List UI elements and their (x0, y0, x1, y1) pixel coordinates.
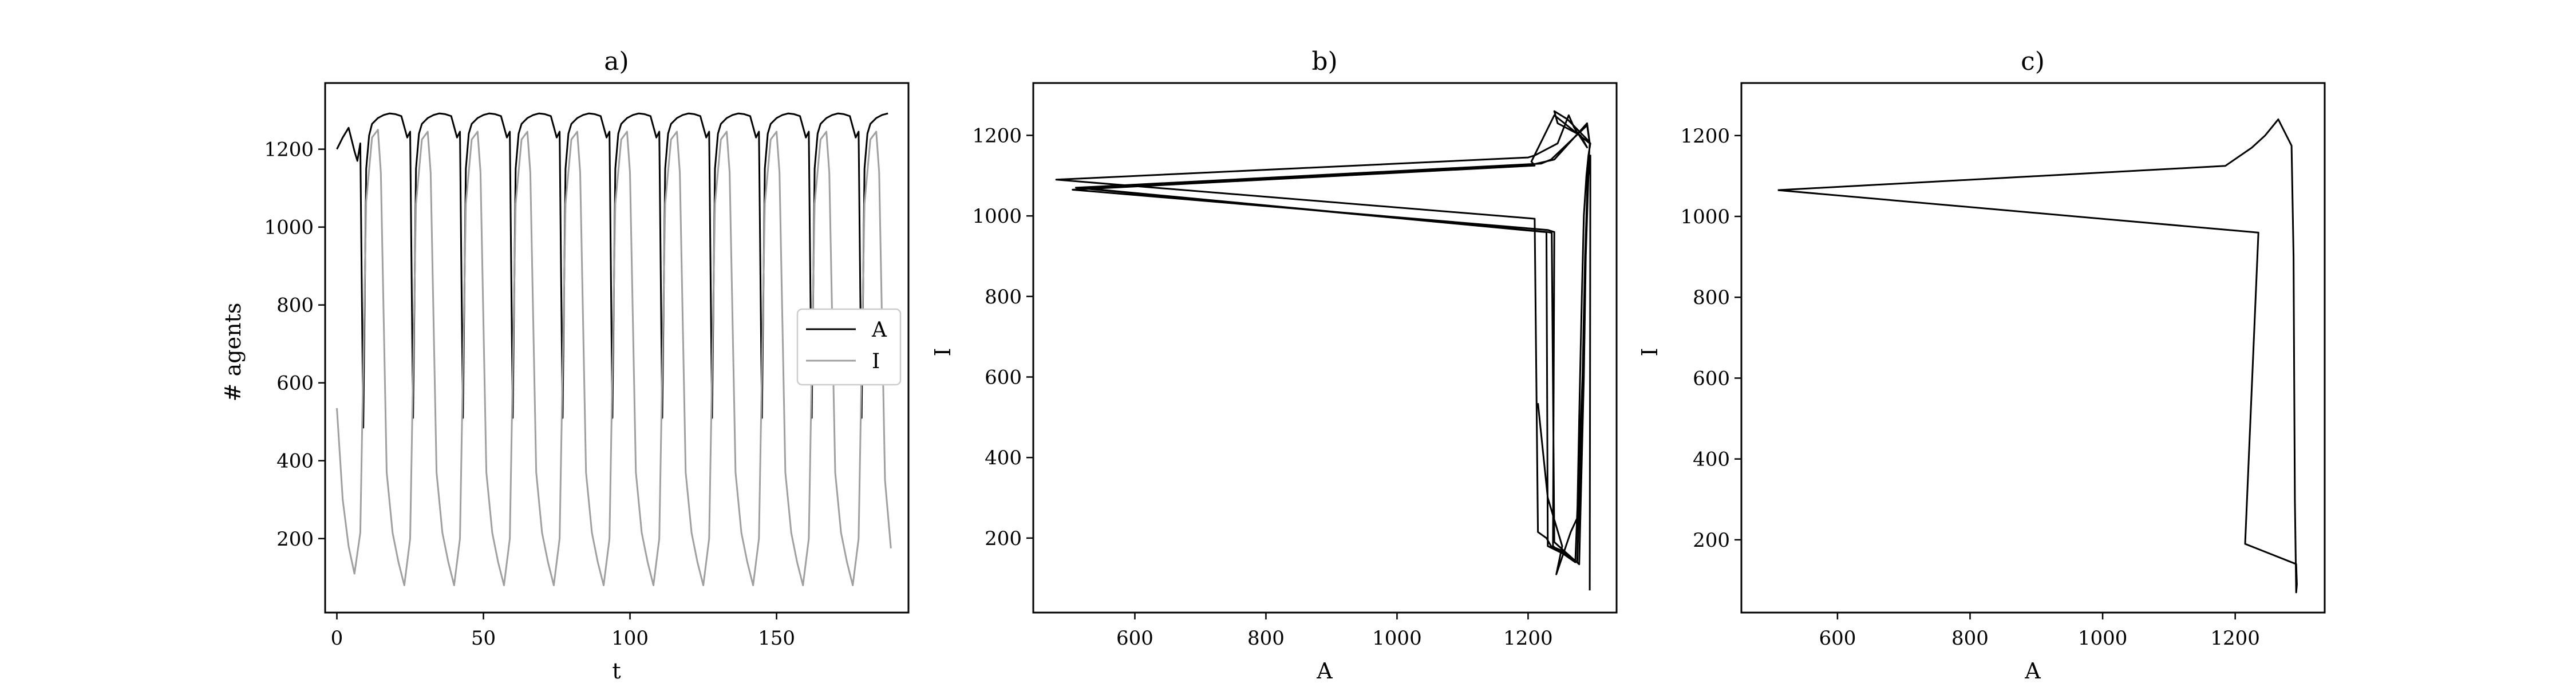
panel-a-xlabel: t (612, 658, 621, 684)
x-tick-label: 1200 (1503, 627, 1553, 650)
y-tick-label: 1200 (264, 139, 314, 161)
panel-c-title: c) (2021, 47, 2045, 76)
y-tick-label: 1200 (972, 124, 1022, 147)
panel-b-series-1-line (1055, 110, 1591, 591)
legend-label-i: I (872, 350, 880, 373)
y-tick-label: 200 (1693, 529, 1730, 552)
legend-box (796, 308, 902, 386)
panel-a-title: a) (604, 47, 629, 76)
panel-a-frame (324, 82, 910, 614)
panel-a-ylabel: # agents (220, 303, 246, 402)
panel-c-series-1-line (1777, 119, 2298, 594)
x-tick-label: 600 (1116, 627, 1153, 650)
panel-c-frame (1740, 82, 2326, 614)
y-tick-label: 400 (985, 447, 1022, 469)
x-tick-label: 50 (471, 627, 496, 650)
legend-label-a: A (871, 318, 887, 342)
panel-a-ticks: 0 50 100 150 200 400 600 800 1000 1200 (264, 139, 795, 650)
y-tick-label: 400 (1693, 448, 1730, 471)
panel-c-marks (1777, 119, 2298, 594)
x-tick-label: 150 (758, 627, 795, 650)
y-tick-label: 600 (985, 366, 1022, 389)
x-tick-label: 1000 (2078, 627, 2128, 650)
y-tick-label: 1000 (1680, 206, 1730, 228)
y-tick-label: 1200 (1680, 125, 1730, 148)
y-tick-label: 800 (985, 286, 1022, 309)
panel-a-marks (336, 112, 892, 586)
panel-b-marks (1055, 110, 1591, 591)
y-tick-label: 800 (276, 294, 314, 317)
panel-c-xlabel: A (2024, 658, 2041, 684)
panel-b-title: b) (1311, 47, 1337, 76)
panel-c-ticks: 600 800 1000 1200 200 400 600 800 1000 1200 (1680, 125, 2259, 650)
panel-a-legend: A I (796, 308, 902, 386)
panel-b-ylabel: I (930, 348, 955, 356)
y-tick-label: 1000 (972, 205, 1022, 228)
y-tick-label: 600 (276, 372, 314, 395)
panel-a-series-i-line (336, 129, 892, 586)
panel-c-ylabel: I (1637, 348, 1662, 356)
y-tick-label: 1000 (264, 216, 314, 239)
panel-a: a) 0 50 100 150 200 400 600 800 1000 1200 t # age… (220, 47, 910, 684)
panel-b-frame (1032, 82, 1618, 614)
x-tick-label: 100 (611, 627, 649, 650)
x-tick-label: 0 (331, 627, 343, 650)
x-tick-label: 1200 (2210, 627, 2260, 650)
y-tick-label: 400 (276, 450, 314, 473)
x-tick-label: 800 (1247, 627, 1285, 650)
y-tick-label: 200 (985, 527, 1022, 550)
panel-b-xlabel: A (1316, 658, 1333, 684)
y-tick-label: 600 (1693, 367, 1730, 390)
x-tick-label: 800 (1951, 627, 1989, 650)
y-tick-label: 800 (1693, 286, 1730, 309)
y-tick-label: 200 (276, 528, 314, 551)
panel-b-ticks: 600 800 1000 1200 200 400 600 800 1000 1200 (972, 124, 1552, 650)
x-tick-label: 1000 (1372, 627, 1422, 650)
x-tick-label: 600 (1819, 627, 1856, 650)
